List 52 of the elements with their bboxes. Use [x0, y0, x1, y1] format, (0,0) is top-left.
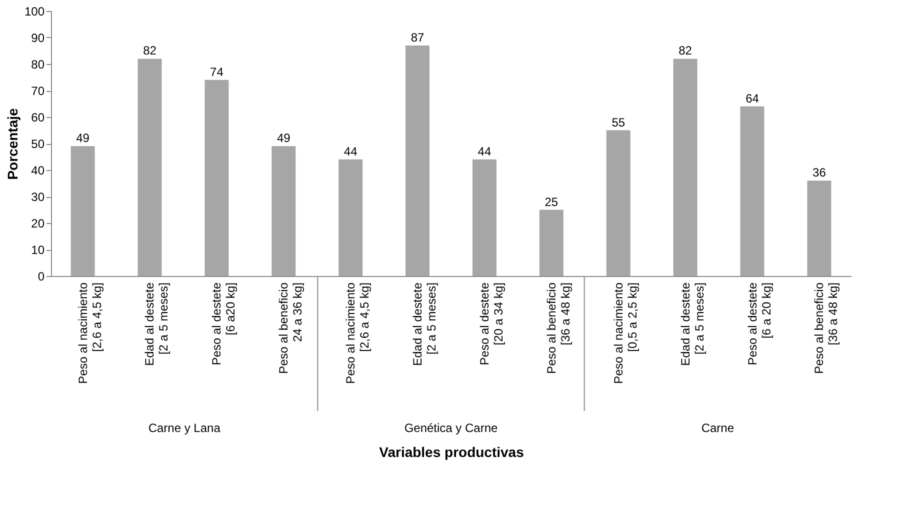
y-tick-label: 40 — [31, 164, 45, 178]
y-tick-label: 20 — [31, 216, 45, 230]
x-tick-label: Peso al nacimiento [2,6 a 4,5 kg] — [76, 282, 104, 384]
y-tick-label: 30 — [31, 190, 45, 204]
x-tick-label: Peso al destete [20 a 34 kg] — [477, 282, 506, 366]
data-label: 55 — [612, 115, 626, 130]
y-tick-label: 90 — [31, 31, 45, 45]
x-tick-label: Peso al beneficio [36 a 48 kg] — [812, 282, 840, 374]
y-tick-label: 50 — [31, 137, 45, 151]
data-label: 74 — [210, 64, 224, 79]
y-tick-label: 100 — [24, 4, 45, 18]
bar — [70, 146, 95, 276]
bar — [539, 210, 564, 276]
data-label: 44 — [344, 144, 358, 158]
y-axis-title: Porcentaje — [4, 108, 20, 180]
text: Carne — [701, 421, 734, 435]
x-tick-label: Peso al beneficio [36 a 48 kg] — [544, 282, 572, 374]
y-tick-label: 80 — [31, 58, 45, 72]
data-label: 82 — [678, 44, 692, 58]
bar — [673, 58, 698, 276]
y-tick-label: 10 — [31, 243, 45, 257]
text: Genética y Carne — [404, 421, 498, 435]
x-tick-label: Edad al destete [2 a 5 meses] — [678, 282, 706, 366]
bar — [740, 106, 764, 276]
text: Carne y Lana — [148, 421, 221, 435]
x-tick-label: Peso al nacimiento [2,6 a 4,5 kg] — [344, 282, 372, 384]
x-tick-label: Edad al destete [2 a 5 meses] — [142, 282, 171, 366]
bar — [606, 130, 630, 276]
x-tick-label: Peso al beneficio 24 a 36 kg] — [276, 282, 305, 374]
data-label: 82 — [143, 44, 157, 58]
data-label: 44 — [478, 144, 492, 158]
x-tick-label: Peso al destete [6 a 20 kg] — [745, 282, 774, 366]
y-tick-label: 60 — [31, 110, 45, 124]
bar — [472, 159, 496, 276]
bar — [406, 45, 430, 276]
y-tick-label: 70 — [31, 84, 45, 98]
bar — [272, 146, 296, 276]
data-label: 64 — [746, 91, 760, 106]
y-tick-label: 0 — [38, 270, 45, 284]
data-label: 25 — [544, 194, 558, 209]
x-axis-title: Variables productivas — [379, 444, 524, 460]
bar — [338, 159, 363, 276]
x-tick-label: Edad al destete [2 a 5 meses] — [410, 282, 439, 366]
data-label: 49 — [76, 131, 90, 146]
bar — [807, 180, 832, 276]
bar — [138, 58, 162, 276]
x-tick-label: Peso al nacimiento [0,5 a 2,5 kg] — [611, 282, 640, 384]
data-label: 36 — [812, 166, 826, 180]
bar — [204, 80, 229, 276]
data-label: 87 — [410, 30, 425, 44]
data-label: 49 — [276, 131, 291, 146]
x-tick-label: Peso al destete [6 a20 kg] — [210, 282, 238, 366]
